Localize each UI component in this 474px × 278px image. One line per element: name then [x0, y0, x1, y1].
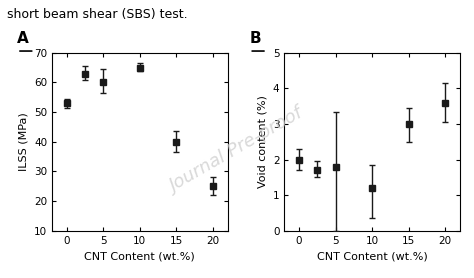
X-axis label: CNT Content (wt.%): CNT Content (wt.%) — [317, 251, 428, 261]
X-axis label: CNT Content (wt.%): CNT Content (wt.%) — [84, 251, 195, 261]
Text: Journal Pre-proof: Journal Pre-proof — [167, 105, 307, 196]
Text: short beam shear (SBS) test.: short beam shear (SBS) test. — [7, 8, 188, 21]
Y-axis label: Void content (%): Void content (%) — [257, 95, 267, 188]
Text: A: A — [17, 31, 29, 46]
Text: B: B — [249, 31, 261, 46]
Y-axis label: ILSS (MPa): ILSS (MPa) — [18, 112, 28, 171]
